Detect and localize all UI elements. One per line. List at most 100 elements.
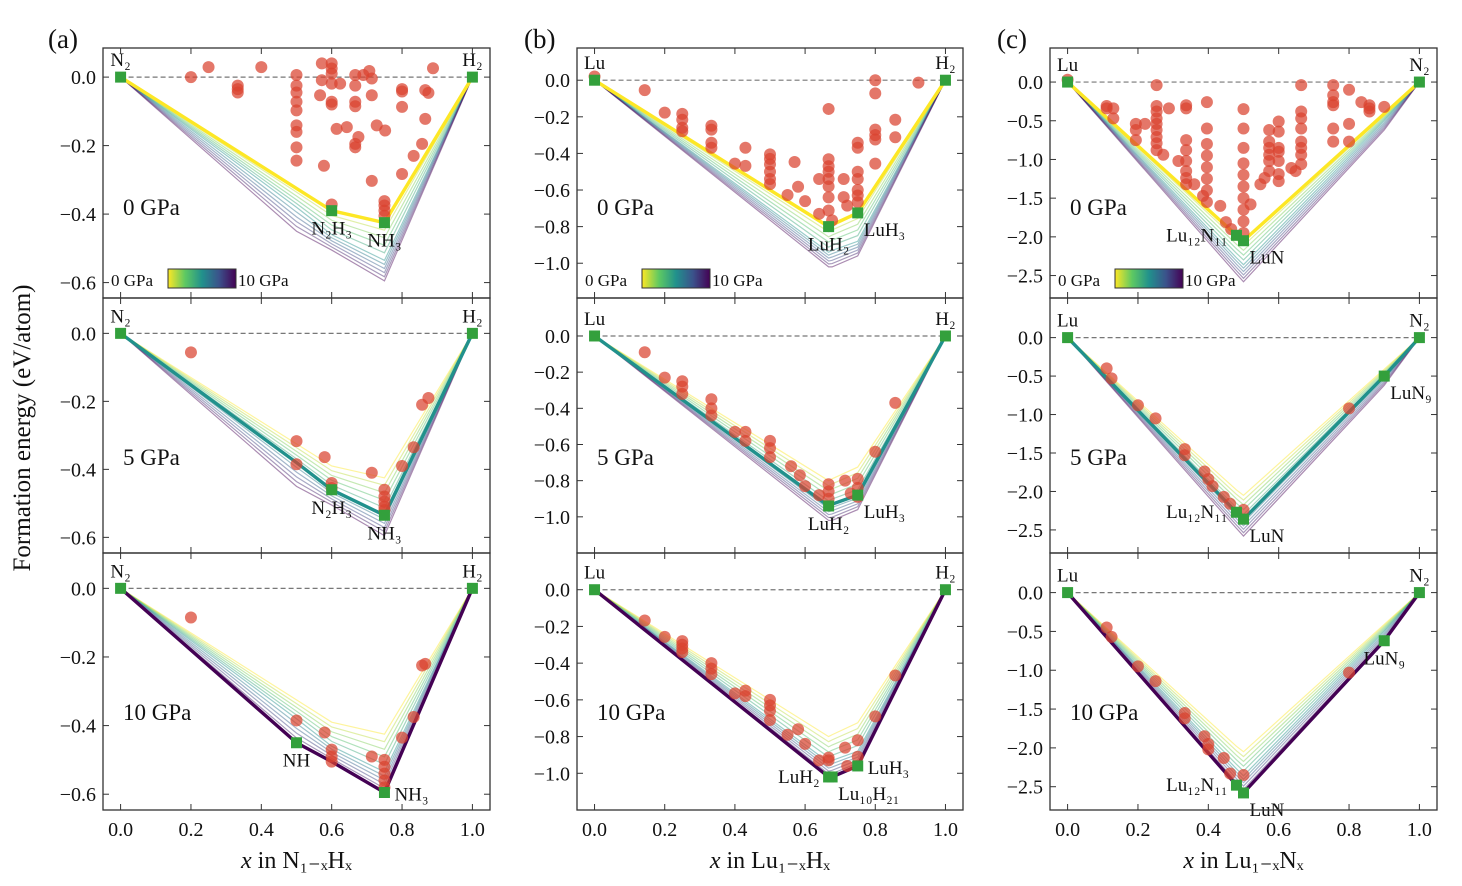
y-tick-label: −0.4 [534,143,570,165]
y-tick-label: −2.0 [1007,481,1043,503]
unstable-structure-point [792,723,805,736]
x-tick-label: 0.2 [652,819,677,841]
stable-phase-label: Lu [1057,566,1079,587]
unstable-structure-point [839,741,852,754]
x-axis-variable: x [709,848,721,874]
y-tick-label: −1.0 [1007,405,1043,427]
unstable-structure-point [638,84,651,97]
unstable-structure-point [202,61,215,74]
unstable-structure-point [676,646,689,659]
panel-c-5gpa: Lu N₂ Lu₁₂N₁₁ LuN LuN₉ 0.0 −0.5 −1.0 −1.5 −2.0 −2.… [1007,297,1438,554]
unstable-structure-point [889,669,902,682]
x-tick-label: 0.4 [722,819,747,841]
stable-phase-marker [1413,332,1425,344]
unstable-structure-point [841,199,854,212]
unstable-structure-point [728,157,741,170]
unstable-structure-point [1100,621,1113,634]
stable-phase-marker [939,584,951,596]
hull-line-9gpa [594,335,946,519]
y-tick-label: 0.0 [71,323,96,345]
hull-line-4gpa [120,76,473,254]
unstable-structure-point [822,180,835,193]
unstable-structure-point [317,159,330,172]
unstable-structure-point [638,346,651,359]
unstable-structure-point [1107,102,1120,115]
unstable-structure-point [1107,112,1120,125]
pressure-label: 10 GPa [123,700,191,725]
pressure-colorbar [167,268,237,289]
hull-line-9gpa [120,332,473,533]
unstable-structure-point [788,156,801,169]
unstable-structure-point [1162,102,1175,115]
unstable-structure-point [813,754,826,767]
unstable-structure-point [1129,134,1142,147]
panel-a-0gpa: N₂ H₂ N₂H₃ NH₃ 0.0 −0.2 −0.4 −0.6 0 GPa 0 GPa 10 G… [60,47,491,299]
pressure-label: 0 GPa [123,195,180,220]
unstable-structure-point [869,74,882,87]
y-tick-label: −1.0 [534,507,570,529]
unstable-structure-point [705,393,718,406]
unstable-structure-point [1343,83,1356,96]
unstable-structure-point [1200,149,1213,162]
x-tick-label: 0.8 [390,819,415,841]
unstable-structure-point [764,178,776,191]
stable-phase-label: N₂ [110,50,130,71]
unstable-structure-point [1217,751,1230,764]
convex-hull-10gpa [1066,591,1421,796]
unstable-structure-point [1131,660,1144,673]
unstable-structure-point [793,469,806,482]
y-tick-label: −0.2 [60,647,96,669]
y-axis-label: Formation energy (eV/atom) [9,285,36,572]
unstable-structure-point [822,754,835,767]
stable-phase-marker [326,205,338,217]
stable-phase-label: LuH₂ [808,514,849,535]
hull-line-5gpa [594,79,946,253]
hull-line-5gpa [120,76,473,262]
unstable-structure-point [365,466,378,479]
stable-phase-marker [115,327,127,339]
unstable-structure-point [407,149,420,162]
hull-line-0gpa [120,587,473,735]
y-tick-label: −2.5 [1007,777,1043,799]
colorbar-max-label: 10 GPa [712,271,763,290]
hull-line-9gpa [1067,81,1420,280]
x-axis-variable: x [240,848,252,874]
unstable-structure-point [1295,112,1308,125]
stable-phase-marker [466,71,478,83]
y-tick-label: −1.0 [1007,660,1043,682]
y-tick-label: −0.6 [60,784,96,806]
pressure-label: 0 GPa [597,195,654,220]
hull-line-1gpa [1067,592,1420,758]
unstable-structure-point [1263,165,1276,178]
x-tick-label: 0.4 [249,819,274,841]
unstable-structure-point [365,89,378,102]
pressure-label: 10 GPa [1070,700,1138,725]
hull-line-1gpa [1067,337,1420,501]
hull-line-1gpa [120,587,473,743]
hull-line-7gpa [1067,592,1420,784]
unstable-structure-point [315,57,328,70]
stable-phase-label: H₂ [935,309,955,330]
unstable-structure-point [315,74,328,87]
panel-c-0gpa: Lu N₂ Lu₁₂N₁₁ LuN 0.0 −0.5 −1.0 −1.5 −2.0 −2.5 0 G… [1007,47,1438,299]
y-tick-label: −0.6 [534,690,570,712]
x-tick-label: 0.2 [178,819,203,841]
x-axis-label: x in N₁₋ₓHₓ [240,848,352,874]
unstable-structure-point [1244,198,1257,211]
y-tick-label: −0.8 [534,217,570,239]
y-tick-label: 0.0 [1018,72,1043,94]
unstable-structure-point [1237,168,1250,181]
plot-frame [576,552,964,811]
unstable-structure-point [1100,362,1113,375]
hull-line-8gpa [1067,337,1420,531]
stable-phase-marker [939,330,951,342]
unstable-structure-point [1202,743,1215,756]
hull-line-0gpa [1067,592,1420,753]
y-tick-label: −0.4 [60,716,96,738]
hull-line-3gpa [1067,337,1420,511]
y-tick-label: −0.2 [534,107,570,129]
unstable-structure-point [1180,134,1193,147]
stable-phase-marker [852,207,864,219]
